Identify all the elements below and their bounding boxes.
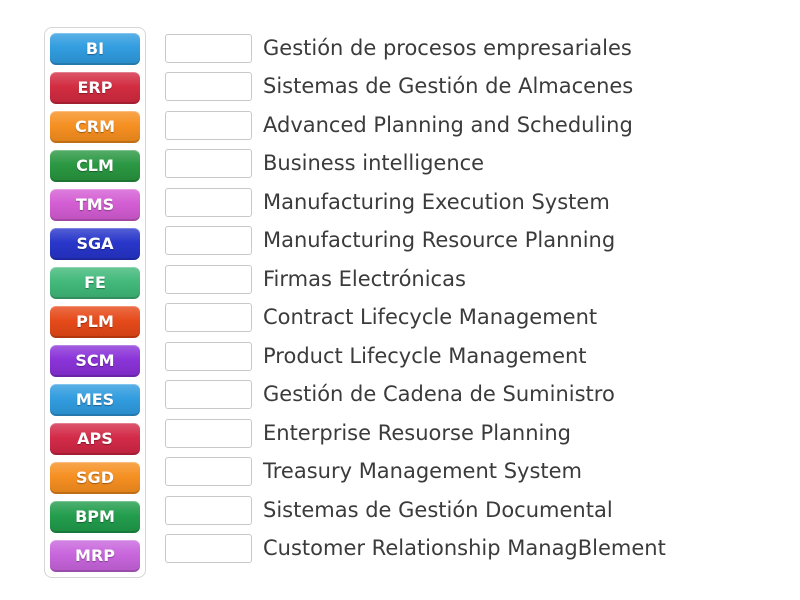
tile-erp[interactable]: ERP: [50, 72, 140, 104]
definition-text: Manufacturing Execution System: [263, 189, 610, 214]
answer-row: Firmas Electrónicas: [165, 260, 666, 299]
definition-text: Manufacturing Resource Planning: [263, 228, 616, 253]
definition-text: Treasury Management System: [263, 459, 583, 484]
keyword-tiles-panel: BI ERP CRM CLM TMS SGA FE PLM SCM MES APS SGD BPM MRP: [44, 27, 146, 578]
definition-text: Enterprise Resuorse Planning: [263, 420, 571, 445]
definition-text: Customer Relationship ManagBlement: [263, 536, 666, 561]
tile-sgd[interactable]: SGD: [50, 462, 140, 494]
answer-slot[interactable]: [165, 495, 252, 525]
answer-row: Advanced Planning and Scheduling: [165, 106, 666, 145]
definition-text: Advanced Planning and Scheduling: [263, 112, 633, 137]
answer-slot[interactable]: [165, 380, 252, 410]
answer-slot[interactable]: [165, 33, 252, 63]
definition-text: Gestión de Cadena de Suministro: [263, 382, 615, 407]
tile-fe[interactable]: FE: [50, 267, 140, 299]
answer-slot[interactable]: [165, 341, 252, 371]
tile-bpm[interactable]: BPM: [50, 501, 140, 533]
answer-slot[interactable]: [165, 149, 252, 179]
answer-slot[interactable]: [165, 418, 252, 448]
answer-row: Sistemas de Gestión de Almacenes: [165, 68, 666, 107]
definitions-list: Gestión de procesos empresariales Sistema…: [165, 29, 666, 568]
definition-text: Firmas Electrónicas: [263, 266, 466, 291]
answer-row: Customer Relationship ManagBlement: [165, 530, 666, 569]
answer-slot[interactable]: [165, 110, 252, 140]
definition-text: Sistemas de Gestión de Almacenes: [263, 74, 634, 99]
tile-mes[interactable]: MES: [50, 384, 140, 416]
answer-slot[interactable]: [165, 303, 252, 333]
definition-text: Gestión de procesos empresariales: [263, 35, 632, 60]
answer-slot[interactable]: [165, 226, 252, 256]
tile-aps[interactable]: APS: [50, 423, 140, 455]
match-up-board: BI ERP CRM CLM TMS SGA FE PLM SCM MES APS SGD BPM MRP…: [44, 27, 666, 578]
definition-text: Sistemas de Gestión Documental: [263, 497, 613, 522]
answer-row: Business intelligence: [165, 145, 666, 184]
answer-row: Sistemas de Gestión Documental: [165, 491, 666, 530]
answer-slot[interactable]: [165, 187, 252, 217]
answer-row: Manufacturing Execution System: [165, 183, 666, 222]
answer-slot[interactable]: [165, 534, 252, 564]
answer-row: Treasury Management System: [165, 453, 666, 492]
tile-clm[interactable]: CLM: [50, 150, 140, 182]
answer-row: Enterprise Resuorse Planning: [165, 414, 666, 453]
tile-sga[interactable]: SGA: [50, 228, 140, 260]
tile-mrp[interactable]: MRP: [50, 540, 140, 572]
tile-bi[interactable]: BI: [50, 33, 140, 65]
tile-plm[interactable]: PLM: [50, 306, 140, 338]
definition-text: Contract Lifecycle Management: [263, 305, 598, 330]
answer-row: Gestión de procesos empresariales: [165, 29, 666, 68]
tile-tms[interactable]: TMS: [50, 189, 140, 221]
answer-row: Gestión de Cadena de Suministro: [165, 376, 666, 415]
definition-text: Product Lifecycle Management: [263, 343, 587, 368]
answer-slot[interactable]: [165, 264, 252, 294]
answer-row: Product Lifecycle Management: [165, 337, 666, 376]
answer-row: Contract Lifecycle Management: [165, 299, 666, 338]
answer-slot[interactable]: [165, 457, 252, 487]
tile-scm[interactable]: SCM: [50, 345, 140, 377]
tile-crm[interactable]: CRM: [50, 111, 140, 143]
answer-slot[interactable]: [165, 72, 252, 102]
definition-text: Business intelligence: [263, 151, 485, 176]
answer-row: Manufacturing Resource Planning: [165, 222, 666, 261]
